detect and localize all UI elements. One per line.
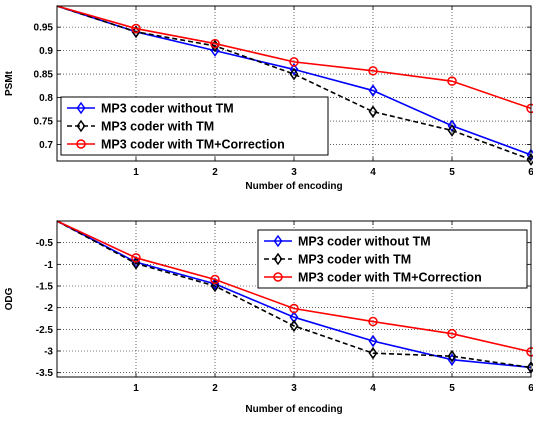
data-point	[368, 346, 378, 360]
y-axis-label: PSMt	[4, 70, 15, 96]
y-tick-label: -1.5	[36, 282, 54, 293]
legend-item: MP3 coder with TM	[67, 120, 214, 134]
chart-1: 1 2 3 4 5 6 0.7 0.75 0.8 0.85 0.9 0.95 Number of enc…	[4, 5, 533, 192]
legend-label: MP3 coder with TM+Correction	[101, 138, 285, 152]
x-tick-label: 2	[212, 383, 218, 394]
y-tick-label: -0.5	[36, 238, 54, 249]
legend-marker	[76, 101, 86, 115]
legend-marker	[76, 139, 86, 149]
data-point	[368, 84, 378, 97]
data-point	[131, 253, 141, 263]
data-point	[368, 334, 378, 348]
legend-item: MP3 coder with TM+Correction	[67, 138, 285, 152]
x-tick-label: 1	[133, 383, 139, 394]
y-tick-label: -2	[44, 303, 53, 314]
legend-label: MP3 coder without TM	[298, 235, 431, 249]
series-line	[56, 220, 532, 369]
y-tick-label: 0.7	[39, 140, 53, 151]
data-point	[210, 44, 220, 57]
axes-frame	[56, 220, 532, 378]
x-tick-label: 4	[370, 383, 376, 394]
x-axis-label: Number of encoding	[245, 404, 342, 415]
y-tick-label: -1	[44, 260, 53, 271]
x-tick-label: 6	[528, 167, 533, 178]
data-point	[368, 316, 378, 327]
y-tick-label: 0.75	[34, 117, 54, 128]
data-point	[447, 124, 457, 137]
y-axis-label: ODG	[4, 287, 15, 310]
x-tick-label: 1	[133, 167, 139, 178]
chart-2: 1 2 3 4 5 6 -3.5 -3 -2.5 -2 -1.5 -1 -0.5 Number of en…	[4, 220, 533, 415]
legend: MP3 coder without TM MP3 coder with TM MP3…	[60, 96, 329, 156]
series-line	[56, 5, 532, 110]
x-tick-label: 5	[449, 167, 455, 178]
series-3	[56, 5, 533, 114]
legend-item: MP3 coder with TM	[264, 253, 411, 267]
legend-box	[60, 96, 329, 156]
series-line	[56, 220, 532, 353]
data-point	[447, 349, 457, 363]
axes-frame	[56, 5, 532, 162]
legend-item: MP3 coder with TM+Correction	[264, 271, 482, 285]
data-point	[289, 57, 299, 67]
y-tick-label: 0.8	[39, 93, 53, 104]
x-tick-label: 3	[291, 167, 297, 178]
legend-label: MP3 coder with TM+Correction	[298, 271, 482, 285]
data-point	[131, 23, 141, 34]
data-point	[210, 279, 220, 293]
x-tick-label: 4	[370, 167, 376, 178]
data-point	[289, 303, 299, 314]
data-point	[368, 105, 378, 118]
x-tick-label: 6	[528, 383, 533, 394]
legend-box	[257, 229, 528, 289]
y-tick-label: -3	[44, 347, 53, 358]
y-tick-label: 0.85	[34, 70, 54, 81]
legend-marker	[273, 234, 283, 248]
x-tick-label: 2	[212, 167, 218, 178]
data-point	[526, 153, 533, 166]
data-point	[289, 319, 299, 333]
x-tick-label: 3	[291, 383, 297, 394]
y-tick-label: -3.5	[36, 368, 54, 379]
data-point	[289, 63, 299, 76]
x-axis-label: Number of encoding	[245, 181, 342, 192]
legend-label: MP3 coder with TM	[101, 120, 214, 134]
data-point	[447, 328, 457, 339]
legend-marker	[273, 252, 283, 266]
legend: MP3 coder without TM MP3 coder with TM MP3…	[257, 229, 528, 289]
data-point	[368, 66, 378, 76]
data-point	[210, 274, 220, 285]
legend-label: MP3 coder without TM	[101, 102, 234, 116]
data-point	[447, 76, 457, 86]
data-point	[289, 310, 299, 324]
legend-item: MP3 coder without TM	[264, 235, 431, 249]
data-point	[131, 25, 141, 39]
x-tick-label: 5	[449, 383, 455, 394]
legend-marker	[273, 272, 283, 282]
data-point	[210, 38, 220, 49]
data-point	[289, 67, 299, 81]
legend-label: MP3 coder with TM	[298, 253, 411, 267]
y-tick-label: 0.95	[34, 23, 54, 34]
legend-marker	[76, 119, 86, 133]
y-tick-label: -2.5	[36, 325, 54, 336]
legend-item: MP3 coder without TM	[67, 102, 234, 116]
y-tick-label: 0.9	[39, 46, 53, 57]
